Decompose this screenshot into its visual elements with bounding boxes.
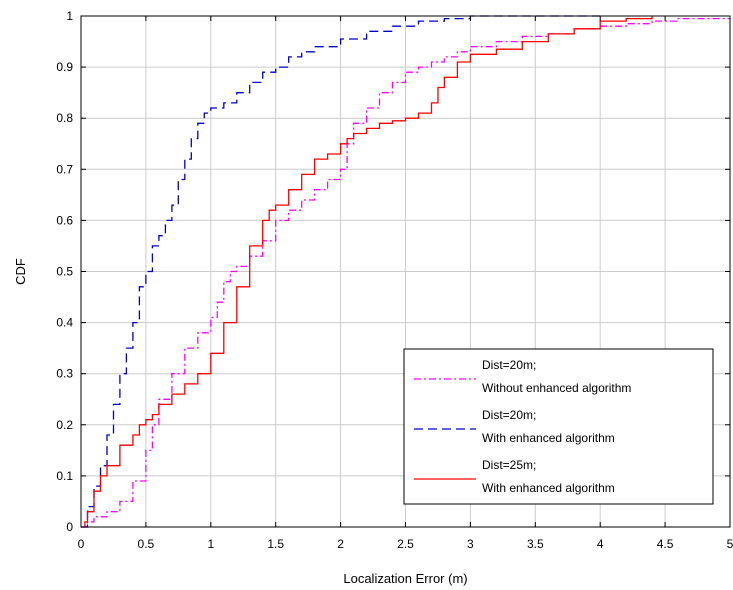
- x-tick-label: 4.5: [657, 537, 674, 551]
- legend-label-2-line1: Dist=20m;: [482, 408, 536, 422]
- y-tick-label: 0.7: [56, 162, 73, 176]
- legend-label-3-line2: With enhanced algorithm: [482, 481, 615, 495]
- y-axis-title: CDF: [13, 258, 28, 285]
- legend-label-3-line1: Dist=25m;: [482, 458, 536, 472]
- series-line-3: [81, 16, 653, 528]
- x-tick-label: 0: [78, 537, 85, 551]
- x-tick-label: 2: [337, 537, 344, 551]
- x-tick-label: 2.5: [397, 537, 414, 551]
- series-layer: [81, 15, 730, 528]
- x-tick-label: 4: [597, 537, 604, 551]
- legend-box: [403, 348, 714, 505]
- series-line-2: [81, 15, 601, 528]
- x-tick-label: 3: [467, 537, 474, 551]
- y-tick-label: 0: [66, 520, 73, 534]
- y-tick-label: 0.9: [56, 60, 73, 74]
- x-axis-title: Localization Error (m): [343, 571, 467, 586]
- x-tick-label: 1.5: [267, 537, 284, 551]
- y-tick-label: 0.1: [56, 469, 73, 483]
- series-line-1: [81, 17, 730, 528]
- y-tick-label: 0.2: [56, 418, 73, 432]
- legend-label-1-line1: Dist=20m;: [482, 358, 536, 372]
- legend-label-2-line2: With enhanced algorithm: [482, 431, 615, 445]
- x-tick-label: 0.5: [138, 537, 155, 551]
- x-tick-label: 3.5: [527, 537, 544, 551]
- y-tick-label: 0.8: [56, 111, 73, 125]
- ticks: 0 0.5 1 1.5 2 2.5 3 3.5 4 4.5 5 0 0.1 0.2 0.3 0.4 0.5 0.6…: [56, 9, 733, 551]
- x-tick-label: 1: [207, 537, 214, 551]
- y-tick-label: 0.5: [56, 265, 73, 279]
- legend-entries: Dist=20m; Without enhanced algorithm Dist=…: [414, 358, 631, 495]
- y-tick-label: 0.6: [56, 213, 73, 227]
- y-tick-label: 1: [66, 9, 73, 23]
- y-tick-label: 0.4: [56, 316, 73, 330]
- x-tick-label: 5: [727, 537, 733, 551]
- y-tick-label: 0.3: [56, 367, 73, 381]
- legend: Dist=20m; Without enhanced algorithm Dist=…: [403, 348, 714, 505]
- legend-label-1-line2: Without enhanced algorithm: [482, 381, 631, 395]
